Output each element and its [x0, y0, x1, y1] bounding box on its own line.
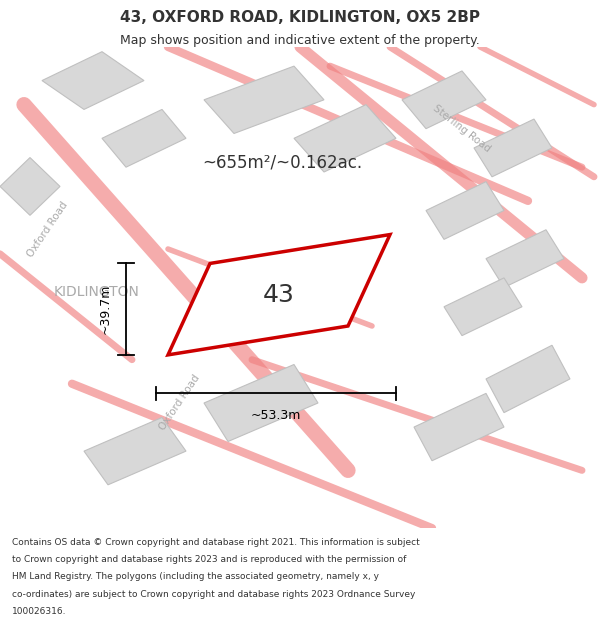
Text: 100026316.: 100026316.: [12, 607, 67, 616]
Text: ~53.3m: ~53.3m: [251, 409, 301, 422]
Polygon shape: [474, 119, 552, 177]
Polygon shape: [42, 52, 144, 109]
Text: Contains OS data © Crown copyright and database right 2021. This information is : Contains OS data © Crown copyright and d…: [12, 538, 420, 547]
Text: Map shows position and indicative extent of the property.: Map shows position and indicative extent…: [120, 34, 480, 47]
Text: Oxford Road: Oxford Road: [158, 373, 202, 432]
Polygon shape: [204, 364, 318, 441]
Polygon shape: [426, 182, 504, 239]
Polygon shape: [402, 71, 486, 129]
Text: Oxford Road: Oxford Road: [26, 200, 70, 259]
Polygon shape: [294, 104, 396, 172]
Text: KIDLINGTON: KIDLINGTON: [54, 285, 140, 299]
Text: ~655m²/~0.162ac.: ~655m²/~0.162ac.: [202, 153, 362, 171]
Polygon shape: [204, 66, 324, 134]
Text: 43, OXFORD ROAD, KIDLINGTON, OX5 2BP: 43, OXFORD ROAD, KIDLINGTON, OX5 2BP: [120, 10, 480, 25]
Text: Sterling Road: Sterling Road: [431, 103, 493, 154]
Text: co-ordinates) are subject to Crown copyright and database rights 2023 Ordnance S: co-ordinates) are subject to Crown copyr…: [12, 589, 415, 599]
Polygon shape: [444, 278, 522, 336]
Text: ~39.7m: ~39.7m: [98, 284, 112, 334]
Text: 43: 43: [263, 282, 295, 307]
Text: HM Land Registry. The polygons (including the associated geometry, namely x, y: HM Land Registry. The polygons (includin…: [12, 572, 379, 581]
Polygon shape: [486, 345, 570, 413]
Polygon shape: [0, 158, 60, 215]
Polygon shape: [414, 393, 504, 461]
Polygon shape: [486, 230, 564, 288]
Text: to Crown copyright and database rights 2023 and is reproduced with the permissio: to Crown copyright and database rights 2…: [12, 555, 406, 564]
Polygon shape: [168, 234, 390, 355]
Polygon shape: [102, 109, 186, 167]
Polygon shape: [84, 418, 186, 485]
